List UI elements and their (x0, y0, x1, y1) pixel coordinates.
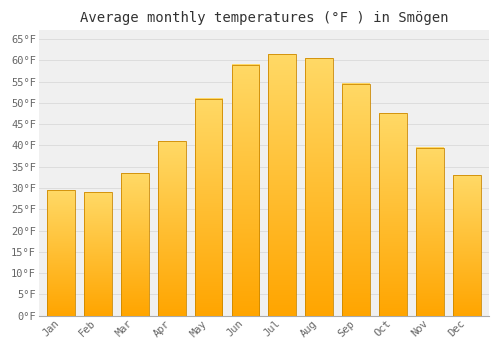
Bar (416, 148, 444, 316)
Bar (342, 84, 370, 316)
Bar (268, 54, 296, 316)
Title: Average monthly temperatures (°F ) in Smögen: Average monthly temperatures (°F ) in Sm… (80, 11, 448, 25)
Bar (306, 58, 333, 316)
Bar (158, 141, 186, 316)
Bar (379, 113, 407, 316)
Bar (194, 99, 222, 316)
Bar (453, 175, 480, 316)
Bar (232, 64, 260, 316)
Bar (121, 173, 148, 316)
Bar (47, 190, 75, 316)
Bar (84, 192, 112, 316)
